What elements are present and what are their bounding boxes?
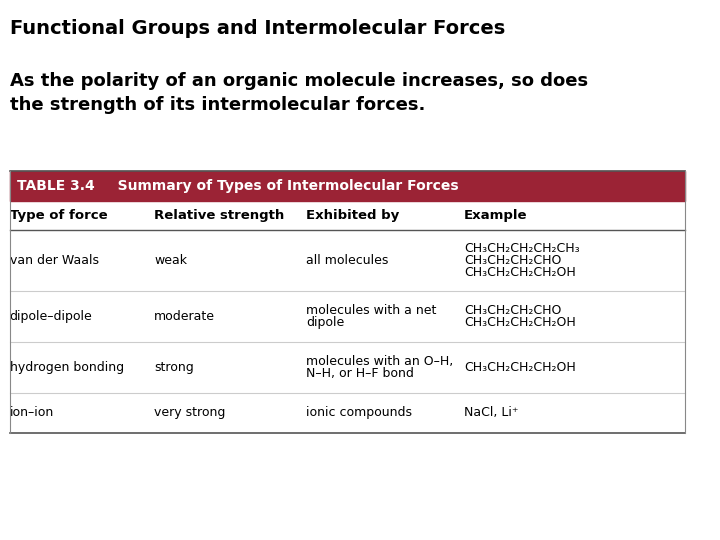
Text: ion–ion: ion–ion xyxy=(9,407,54,420)
Text: ionic compounds: ionic compounds xyxy=(306,407,412,420)
Text: strong: strong xyxy=(154,361,194,374)
Text: CH₃CH₂CH₂CH₂OH: CH₃CH₂CH₂CH₂OH xyxy=(464,266,576,279)
Text: NaCl, Li⁺: NaCl, Li⁺ xyxy=(464,407,518,420)
Text: very strong: very strong xyxy=(154,407,225,420)
Text: weak: weak xyxy=(154,254,187,267)
Text: TABLE 3.4: TABLE 3.4 xyxy=(17,179,94,193)
Text: As the polarity of an organic molecule increases, so does
the strength of its in: As the polarity of an organic molecule i… xyxy=(9,72,588,114)
Text: Exhibited by: Exhibited by xyxy=(306,209,399,222)
Text: molecules with a net: molecules with a net xyxy=(306,305,436,318)
Text: Summary of Types of Intermolecular Forces: Summary of Types of Intermolecular Force… xyxy=(103,179,458,193)
Text: CH₃CH₂CH₂CHO: CH₃CH₂CH₂CHO xyxy=(464,254,562,267)
Text: hydrogen bonding: hydrogen bonding xyxy=(9,361,124,374)
Text: dipole: dipole xyxy=(306,316,344,329)
Text: molecules with an O–H,: molecules with an O–H, xyxy=(306,355,453,368)
Bar xyxy=(9,171,685,200)
Text: moderate: moderate xyxy=(154,310,215,323)
Text: Functional Groups and Intermolecular Forces: Functional Groups and Intermolecular For… xyxy=(9,19,505,38)
Text: CH₃CH₂CH₂CH₂OH: CH₃CH₂CH₂CH₂OH xyxy=(464,361,576,374)
Text: all molecules: all molecules xyxy=(306,254,388,267)
Text: Example: Example xyxy=(464,209,528,222)
Text: Relative strength: Relative strength xyxy=(154,209,284,222)
Text: van der Waals: van der Waals xyxy=(9,254,99,267)
Text: CH₃CH₂CH₂CH₂CH₃: CH₃CH₂CH₂CH₂CH₃ xyxy=(464,242,580,255)
Text: CH₃CH₂CH₂CHO: CH₃CH₂CH₂CHO xyxy=(464,305,562,318)
Text: dipole–dipole: dipole–dipole xyxy=(9,310,92,323)
Text: Type of force: Type of force xyxy=(9,209,107,222)
Text: N–H, or H–F bond: N–H, or H–F bond xyxy=(306,367,414,380)
Text: CH₃CH₂CH₂CH₂OH: CH₃CH₂CH₂CH₂OH xyxy=(464,316,576,329)
